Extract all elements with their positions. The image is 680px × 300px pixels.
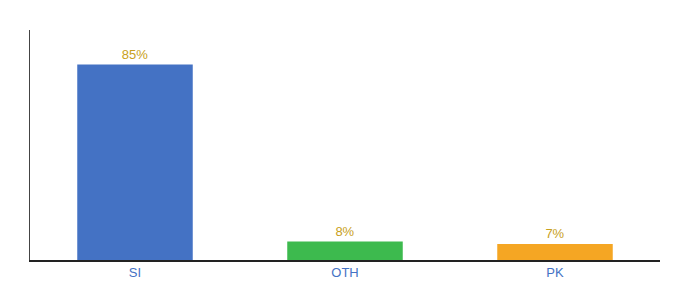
svg-text:7%: 7% <box>545 226 564 241</box>
svg-text:SI: SI <box>129 265 141 280</box>
svg-text:8%: 8% <box>335 224 354 239</box>
svg-text:PK: PK <box>546 265 564 280</box>
svg-text:OTH: OTH <box>331 265 358 280</box>
svg-text:85%: 85% <box>122 47 148 62</box>
